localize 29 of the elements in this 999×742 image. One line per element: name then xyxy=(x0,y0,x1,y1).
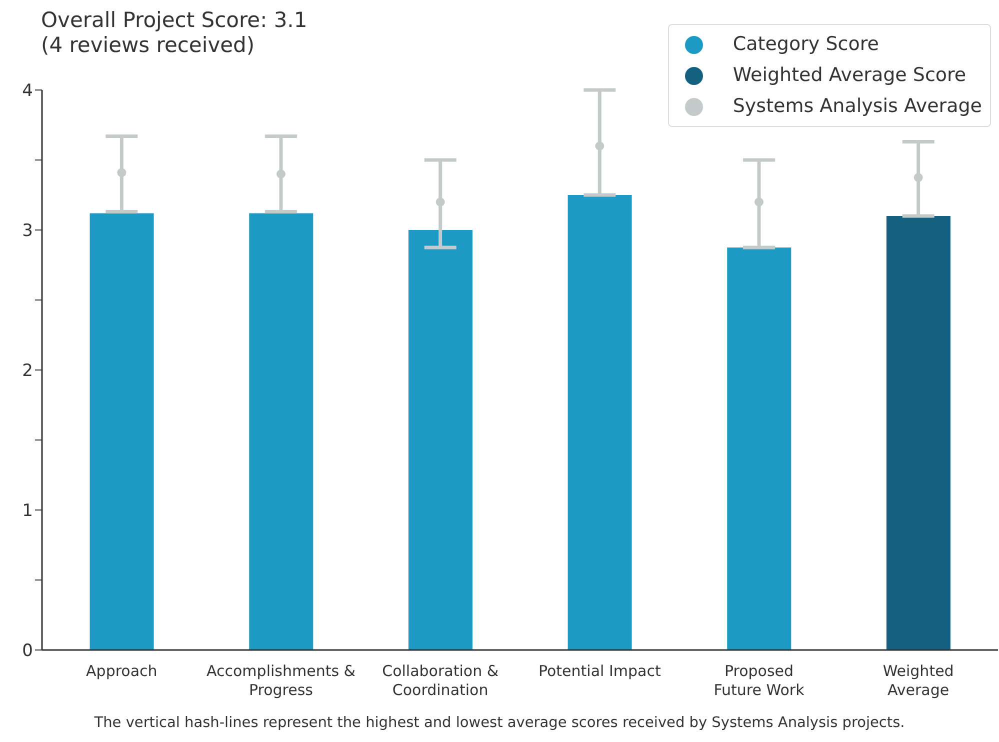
legend-label: Category Score xyxy=(732,32,879,57)
bar xyxy=(90,213,154,650)
bar xyxy=(408,230,472,650)
x-tick-label: Potential Impact xyxy=(538,662,661,680)
point xyxy=(595,142,604,150)
point xyxy=(117,168,126,178)
point xyxy=(436,198,445,206)
legend-label: Weighted Average Score xyxy=(732,63,966,88)
x-tick-label: Approach xyxy=(86,662,158,680)
bar xyxy=(249,213,314,650)
y-tick-label: 1 xyxy=(22,501,33,522)
bar xyxy=(727,248,792,650)
chart-title: Overall Project Score: 3.1 xyxy=(41,8,308,33)
point xyxy=(914,173,923,182)
x-tick-label: Collaboration & Coordination xyxy=(382,662,499,699)
y-tick-label: 0 xyxy=(22,641,33,662)
y-tick-label: 4 xyxy=(22,81,33,102)
point xyxy=(754,198,764,206)
bar xyxy=(886,216,950,650)
y-tick-label: 2 xyxy=(22,361,33,382)
x-tick-label: Proposed Future Work xyxy=(714,662,805,699)
legend-label: Systems Analysis Average xyxy=(732,94,982,119)
bar xyxy=(568,195,632,650)
point xyxy=(276,170,286,178)
x-tick-label: Weighted Average xyxy=(882,662,954,699)
y-tick-label: 3 xyxy=(22,221,33,242)
chart-subtitle: (4 reviews received) xyxy=(41,33,256,58)
x-tick-label: Accomplishments & Progress xyxy=(206,662,356,699)
text: The vertical hash-lines represent the highest and lowest average scores received by Systems Analysis projects. xyxy=(93,715,906,731)
